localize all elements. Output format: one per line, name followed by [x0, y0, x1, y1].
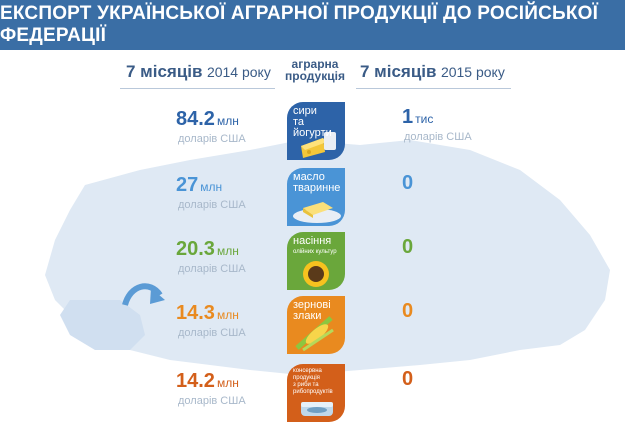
- value-2015: 0: [402, 368, 414, 390]
- product-row-butter: 27 млн доларів США масло тваринне 0: [0, 168, 625, 228]
- header-2014-year: 2014 року: [206, 64, 271, 80]
- header-2015-year: 2015 року: [440, 64, 505, 80]
- fish-can-icon: [301, 402, 333, 416]
- value-2014-currency: доларів США: [178, 327, 246, 339]
- value-2014: 27 млн: [176, 174, 223, 196]
- product-label: зернові злаки: [293, 299, 331, 322]
- header-divider-left: [120, 88, 275, 89]
- value-2015: 0: [402, 236, 414, 258]
- header-product-line1: аграрна: [291, 57, 339, 71]
- product-row-grain: 14.3 млн доларів США зернові злаки 0: [0, 296, 625, 356]
- product-label: сири та йогурти: [293, 105, 332, 139]
- product-tile-fish: консервна продукція з риби та рибопродук…: [287, 364, 345, 422]
- product-tile-grain: зернові злаки: [287, 296, 345, 354]
- wheat-icon: [295, 316, 334, 352]
- value-2015: 0: [402, 172, 414, 194]
- product-tile-butter: масло тваринне: [287, 168, 345, 226]
- header-product: аграрна продукція: [282, 58, 348, 82]
- product-row-oilseeds: 20.3 млн доларів США насіння олійних куль…: [0, 232, 625, 292]
- product-row-cheese: 84.2 млн доларів США сири та йогурти 1 тис…: [0, 102, 625, 162]
- butter-icon: [293, 202, 341, 223]
- header-2015: 7 місяців 2015 року: [360, 62, 505, 82]
- value-2015: 0: [402, 300, 414, 322]
- product-row-fish: 14.2 млн доларів США консервна продукція …: [0, 364, 625, 424]
- header-product-line2: продукція: [285, 69, 345, 83]
- value-2014: 14.3 млн: [176, 302, 239, 324]
- header-divider-right: [356, 88, 511, 89]
- value-2014-currency: доларів США: [178, 199, 246, 211]
- header-2015-period: 7 місяців: [360, 62, 437, 81]
- arrow-icon: [122, 283, 163, 306]
- value-2014: 14.2 млн: [176, 370, 239, 392]
- value-2015: 1 тис: [402, 106, 434, 128]
- page-title: ЕКСПОРТ УКРАЇНСЬКОЇ АГРАРНОЇ ПРОДУКЦІЇ Д…: [0, 0, 625, 50]
- value-2014: 84.2 млн: [176, 108, 239, 130]
- product-label: масло тваринне: [293, 171, 341, 194]
- value-2014-currency: доларів США: [178, 395, 246, 407]
- cheese-icon: [301, 132, 336, 158]
- value-2014: 20.3 млн: [176, 238, 239, 260]
- value-2014-currency: доларів США: [178, 133, 246, 145]
- product-label: консервна продукція з риби та рибопродук…: [293, 368, 333, 395]
- sunflower-icon: [303, 261, 329, 287]
- value-2015-currency: доларів США: [404, 131, 472, 143]
- header-2014-period: 7 місяців: [126, 62, 203, 81]
- value-2014-currency: доларів США: [178, 263, 246, 275]
- product-label: насіння олійних культур: [293, 235, 337, 256]
- header-2014: 7 місяців 2014 року: [126, 62, 271, 82]
- product-tile-cheese: сири та йогурти: [287, 102, 345, 160]
- product-tile-oilseeds: насіння олійних культур: [287, 232, 345, 290]
